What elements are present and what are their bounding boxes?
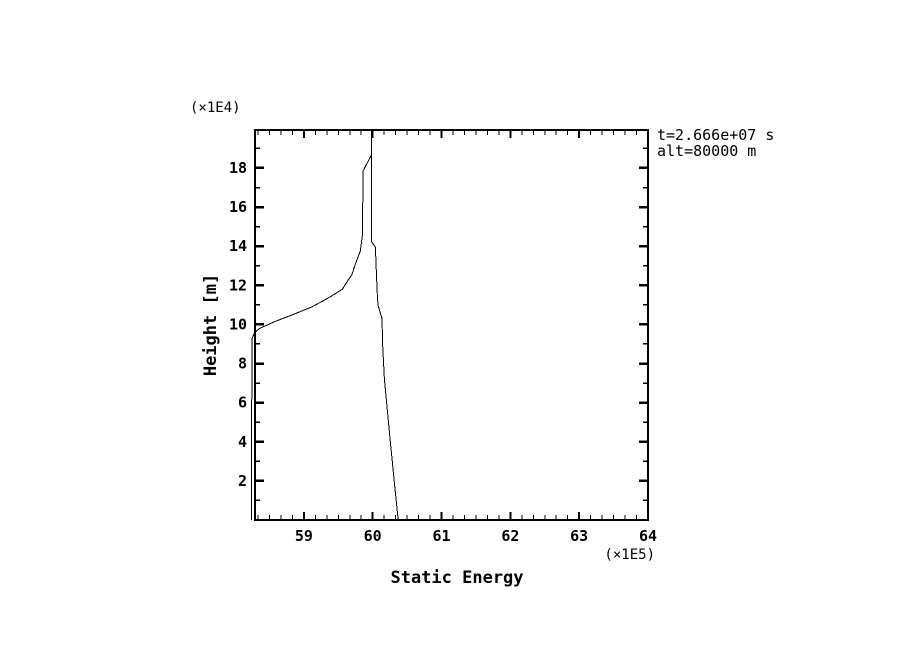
plot-frame-group bbox=[254, 129, 649, 521]
y-tick-label: 18 bbox=[229, 159, 247, 177]
y-tick-label: 2 bbox=[238, 472, 247, 490]
x-tick-label: 63 bbox=[570, 527, 588, 545]
y-tick-label: 16 bbox=[229, 198, 247, 216]
series-line-profile-secondary bbox=[251, 130, 372, 520]
y-tick-label: 10 bbox=[229, 315, 247, 333]
data-series-group bbox=[251, 130, 399, 521]
x-axis-title: Static Energy bbox=[390, 568, 523, 588]
y-axis-title: Height [m] bbox=[201, 274, 221, 376]
axis-ticks-group bbox=[255, 130, 649, 520]
plot-box bbox=[254, 129, 649, 521]
x-tick-label: 59 bbox=[295, 527, 313, 545]
annotation-time: t=2.666e+07 s bbox=[657, 126, 774, 144]
x-tick-label: 61 bbox=[432, 527, 450, 545]
y-axis-scale-label: (×1E4) bbox=[190, 100, 241, 116]
x-tick-labels-group: 59 60 61 62 63 64 bbox=[295, 527, 657, 545]
x-tick-label: 60 bbox=[364, 527, 382, 545]
y-tick-label: 4 bbox=[238, 433, 247, 451]
x-tick-label: 64 bbox=[639, 527, 657, 545]
y-tick-label: 12 bbox=[229, 276, 247, 294]
x-tick-label: 62 bbox=[501, 527, 519, 545]
annotation-altitude: alt=80000 m bbox=[657, 142, 756, 160]
y-tick-label: 6 bbox=[238, 394, 247, 412]
series-line-profile-main bbox=[370, 130, 399, 521]
y-tick-labels-group: 2 4 6 8 10 12 14 16 18 bbox=[229, 159, 247, 490]
y-tick-label: 8 bbox=[238, 355, 247, 373]
x-axis-scale-label: (×1E5) bbox=[604, 547, 655, 563]
y-tick-label: 14 bbox=[229, 237, 247, 255]
